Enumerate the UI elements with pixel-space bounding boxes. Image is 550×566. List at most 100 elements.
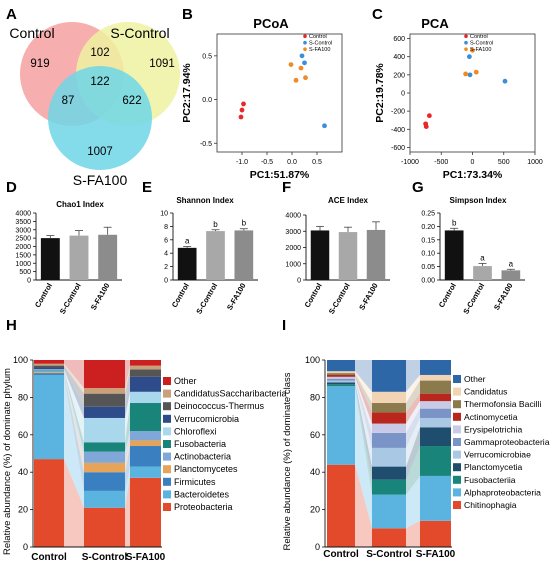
phylum-bar-segment — [130, 477, 161, 547]
simpson-y-tick-label: 0.05 — [421, 264, 435, 271]
pca-title: PCA — [421, 16, 449, 31]
class-bar-segment — [420, 427, 451, 447]
panel-letter-a: A — [6, 6, 17, 23]
ace-x-tick-label: Control — [303, 282, 324, 310]
chao1-y-tick-label: 1500 — [15, 252, 31, 259]
phylum-legend-label: Fusobacteria — [174, 439, 226, 449]
pca-legend-marker — [464, 47, 468, 51]
panel-letter-d: D — [6, 179, 17, 196]
shannon-y-tick-label: 0 — [164, 278, 168, 285]
class-y-tick-label: 0 — [315, 542, 320, 552]
phylum-flow-band — [125, 477, 130, 547]
class-flow-band — [406, 374, 420, 404]
class-stacked-chart: Control S-Control S-FA100 0 20 40 60 80 100 Relat… — [282, 355, 550, 560]
chao1-title: Chao1 Index — [56, 200, 104, 209]
phylum-x-tick-label: Control — [31, 552, 67, 563]
ace-x-tick-label: S-Control — [327, 282, 352, 316]
simpson-bar-s-fa100 — [501, 270, 521, 280]
pca-x-tick-label: 0 — [471, 159, 475, 166]
class-flow-band — [355, 384, 372, 495]
shannon-y-tick-label: 2 — [164, 264, 168, 271]
shannon-x-tick-label: Control — [170, 282, 191, 310]
phylum-bar-segment — [130, 360, 161, 366]
phylum-flow-band — [64, 360, 84, 389]
class-flow-band — [406, 520, 420, 547]
class-legend-swatch — [453, 501, 461, 509]
chao1-bar-s-control — [69, 235, 89, 280]
shannon-bar-control — [177, 247, 197, 280]
phylum-bar-segment — [84, 490, 125, 508]
simpson-y-tick-label: 0.00 — [421, 278, 435, 285]
phylum-bar-segment — [130, 369, 161, 377]
simpson-chart: Simpson Index 0.00 0.05 0.10 0.15 0.20 0.25 b Co… — [421, 196, 525, 316]
phylum-bar-segment — [84, 406, 125, 418]
class-flow-band — [355, 380, 372, 467]
phylum-flow-band — [64, 369, 84, 443]
phylum-bar-segment — [34, 374, 64, 460]
pcoa-point-s-control — [302, 60, 307, 66]
phylum-bar-segment — [34, 369, 64, 371]
pca-y-axis-label: PC2:19.78% — [374, 63, 386, 123]
class-bar-segment — [327, 378, 355, 381]
pca-y-tick-label: 600 — [393, 36, 405, 43]
phylum-legend-swatch — [163, 440, 171, 448]
phylum-flow-band — [64, 372, 84, 473]
phylum-bar-segment — [130, 365, 161, 370]
simpson-title: Simpson Index — [450, 196, 507, 205]
shannon-y-tick-label: 10 — [160, 211, 168, 218]
pca-y-tick-label: -400 — [391, 127, 405, 134]
class-flow-band — [355, 373, 372, 413]
ace-y-tick-label: 3000 — [285, 229, 301, 236]
class-bar-segment — [327, 371, 355, 374]
class-bar-segment — [327, 360, 355, 372]
chao1-y-tick-label: 2000 — [15, 244, 31, 251]
pca-y-tick-label: 200 — [393, 72, 405, 79]
pca-x-axis-label: PC1:73.34% — [443, 169, 503, 181]
simpson-bar-s-control — [473, 266, 492, 280]
pca-point-s-control — [467, 72, 473, 78]
venn-count-control-only: 919 — [30, 58, 49, 70]
class-bar-segment — [372, 360, 406, 392]
panel-letter-c: C — [372, 6, 383, 23]
class-x-tick-label: S-Control — [366, 549, 412, 560]
phylum-flow-band — [64, 374, 84, 508]
class-bar-segment — [327, 373, 355, 375]
chao1-y-tick-label: 1000 — [15, 261, 31, 268]
class-bar-segment — [327, 464, 355, 547]
class-legend-swatch — [453, 450, 461, 459]
class-legend-label: Fusobacteriia — [464, 475, 516, 485]
phylum-bar-segment — [130, 440, 161, 447]
shannon-significance-label: a — [185, 237, 190, 246]
simpson-significance-label: b — [452, 218, 457, 227]
class-y-tick-label: 60 — [310, 430, 320, 440]
venn-set-label-s-fa100: S-FA100 — [73, 172, 128, 188]
phylum-bar-segment — [84, 388, 125, 394]
class-bar-segment — [420, 520, 451, 547]
class-legend-swatch — [453, 425, 461, 434]
class-flow-band — [355, 360, 372, 392]
phylum-bar-segment — [130, 403, 161, 432]
pcoa-point-s-control — [322, 123, 327, 129]
simpson-bar-control — [444, 230, 464, 280]
pcoa-x-tick-label: 0.0 — [287, 159, 297, 166]
phylum-flow-band — [125, 369, 130, 407]
shannon-significance-label: b — [213, 220, 218, 229]
phylum-flow-band — [125, 365, 130, 394]
simpson-significance-label: a — [509, 259, 514, 268]
phylum-legend-label: Firmicutes — [174, 477, 216, 487]
class-y-axis-label: Relative abundance (%) of dominate class — [282, 372, 293, 550]
phylum-flow-band — [125, 376, 130, 418]
pcoa-title: PCoA — [253, 16, 289, 31]
class-x-tick-label: Control — [323, 549, 359, 560]
class-y-tick-label: 20 — [310, 505, 320, 515]
phylum-legend-swatch — [163, 414, 171, 423]
class-legend-label: Other — [464, 374, 486, 384]
phylum-legend-label: Proteobacteria — [174, 502, 233, 512]
panel-letter-f: F — [282, 179, 291, 196]
pca-legend-label: Control — [470, 34, 488, 40]
shannon-x-tick-label: S-Control — [194, 282, 219, 316]
class-bar-segment — [372, 412, 406, 424]
pcoa-point-s-control — [299, 53, 305, 59]
class-bar-segment — [420, 393, 451, 402]
